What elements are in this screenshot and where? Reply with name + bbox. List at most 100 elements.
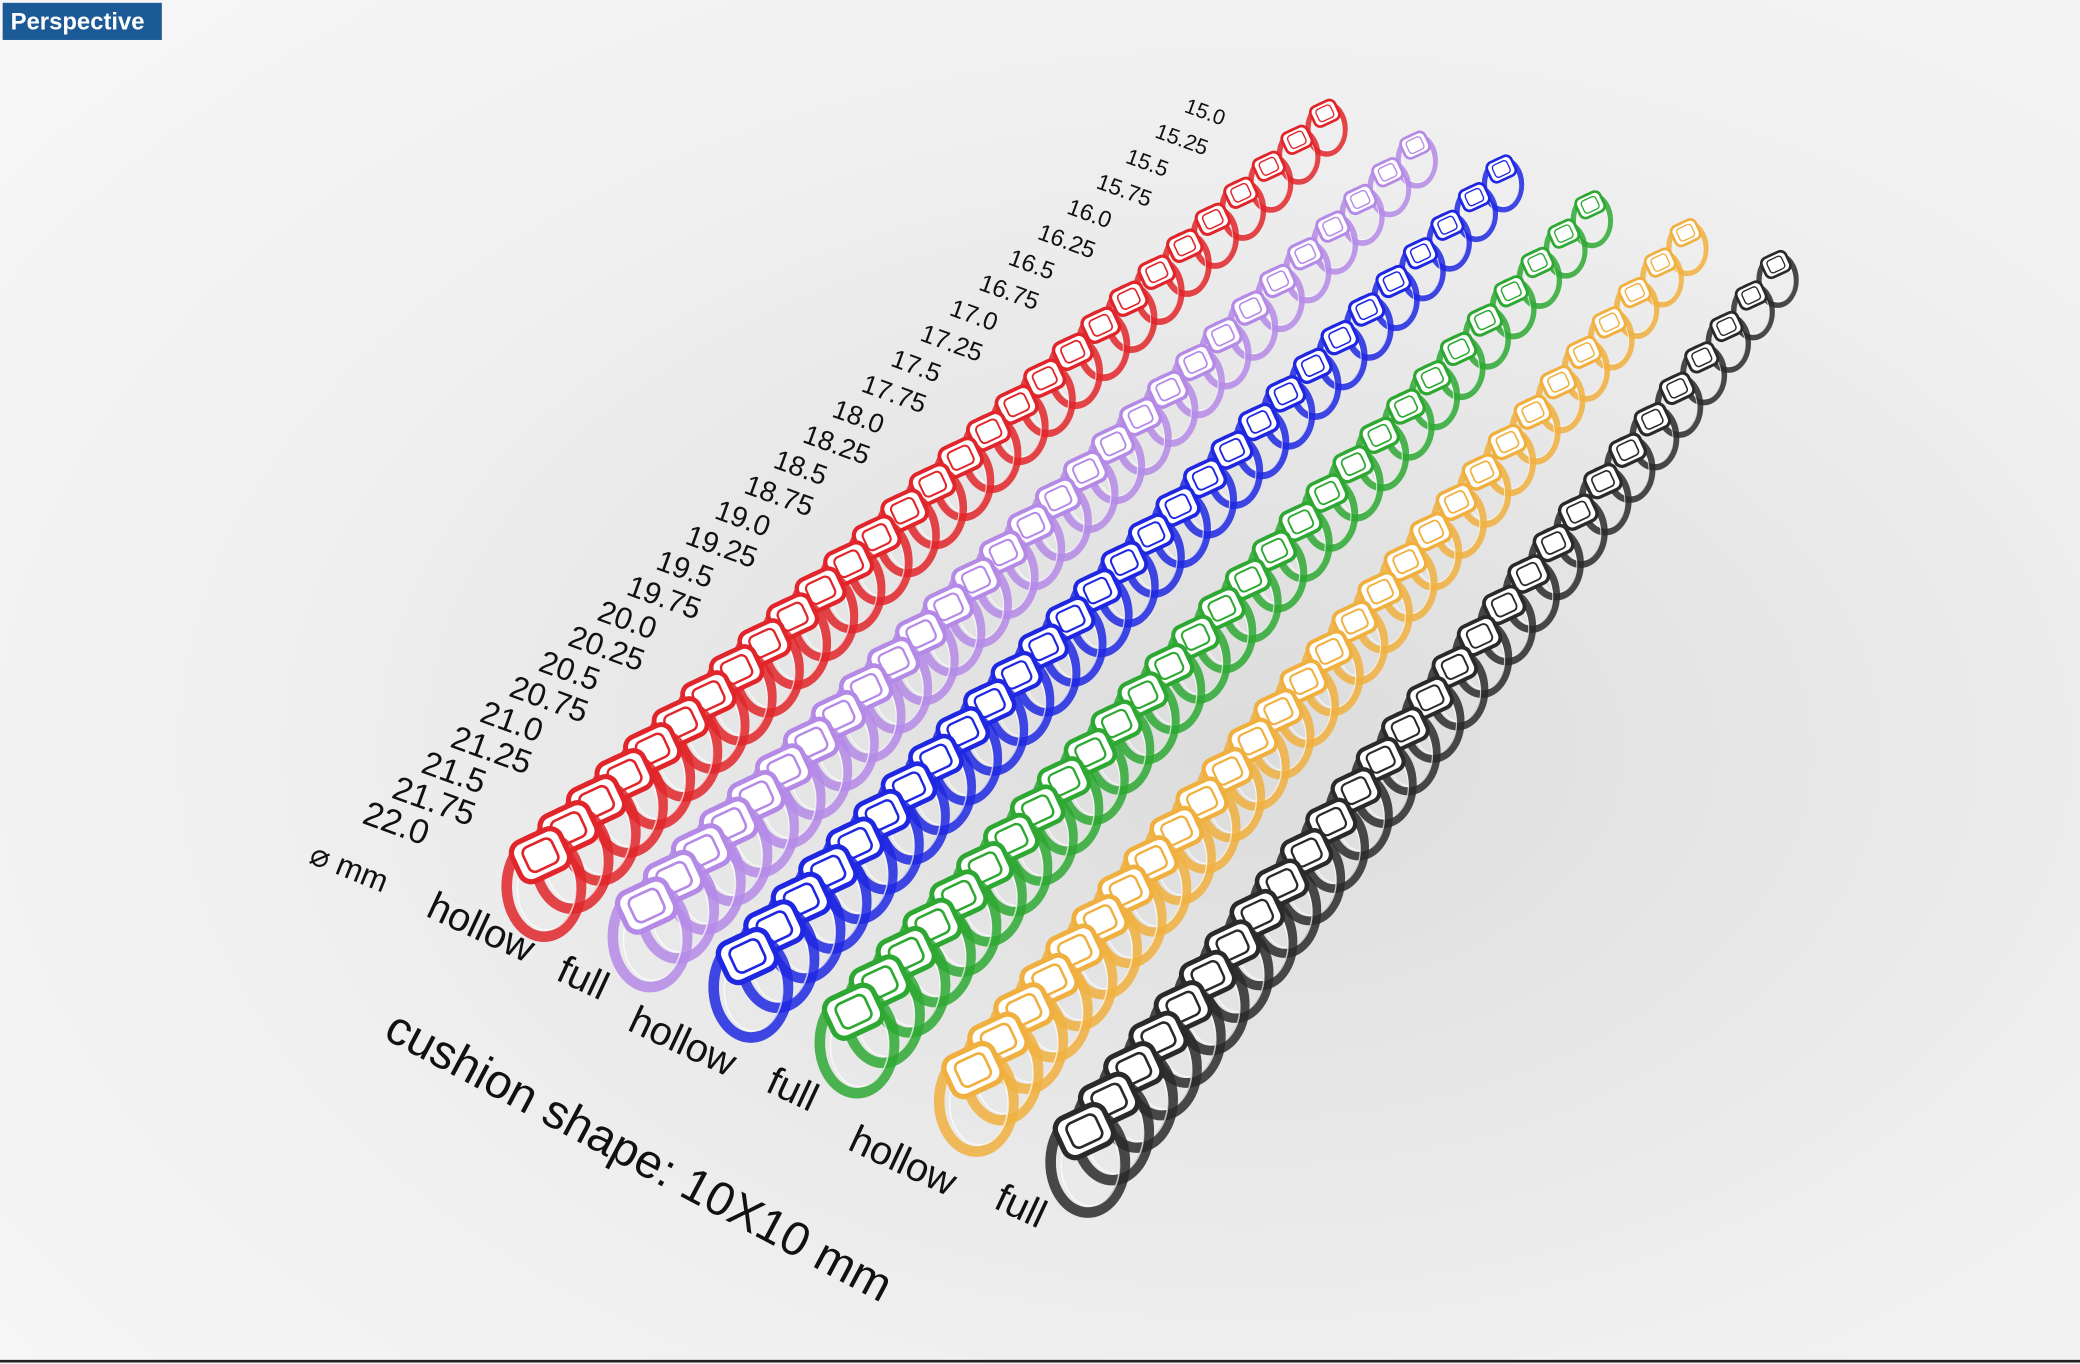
ring-stone xyxy=(1355,298,1378,321)
ring-stone xyxy=(1044,485,1073,512)
ring-stone xyxy=(1377,163,1398,182)
ring xyxy=(1666,218,1709,277)
ring-stone xyxy=(1183,350,1208,374)
ring-stone xyxy=(933,592,964,622)
ring-stone xyxy=(1641,408,1664,430)
ring-stone xyxy=(1287,509,1315,535)
ring-stone xyxy=(1263,697,1294,726)
ring-row xyxy=(708,154,1525,1043)
ring-stone xyxy=(1382,271,1405,292)
ring xyxy=(1371,264,1420,332)
ring-stone xyxy=(1405,136,1425,155)
ring-stone xyxy=(1527,252,1548,273)
ring xyxy=(814,982,900,1099)
ring-stone xyxy=(1491,160,1511,178)
ring-stone xyxy=(1260,537,1289,564)
ring-stone xyxy=(1624,282,1646,303)
viewport-tab[interactable] xyxy=(2,2,162,40)
ring-stone xyxy=(1000,660,1033,690)
ring-row xyxy=(814,190,1614,1099)
ring-stone xyxy=(946,444,975,471)
ring-stone xyxy=(1060,339,1086,364)
ring-stone xyxy=(1469,460,1495,484)
ring-stone xyxy=(1553,224,1574,243)
ring-stone xyxy=(1716,316,1737,337)
ring-stone xyxy=(1349,189,1371,210)
ring-stone xyxy=(1340,776,1372,806)
ring-stone xyxy=(1691,347,1713,368)
ring xyxy=(1756,249,1799,308)
ring xyxy=(708,926,794,1043)
ring-stone xyxy=(1741,286,1762,305)
ring-stone xyxy=(1314,637,1344,665)
ring-stone xyxy=(1409,243,1432,264)
ring-stone xyxy=(1099,431,1127,457)
ring-stone xyxy=(1266,270,1290,292)
ring-stone xyxy=(1154,651,1185,680)
ring-stone xyxy=(1137,521,1166,548)
ring-stone xyxy=(1365,745,1396,774)
ring-stone xyxy=(918,470,948,498)
ring-stone xyxy=(1495,430,1520,454)
ring-row xyxy=(933,218,1709,1157)
ring-stone xyxy=(1072,458,1100,484)
ring-stone xyxy=(1443,490,1470,514)
ring-stone xyxy=(1219,437,1246,463)
ring-stone xyxy=(1155,377,1181,402)
ring-stone xyxy=(1465,623,1494,649)
ring-stone xyxy=(1490,592,1518,618)
ring-stone xyxy=(1031,366,1058,391)
ring-stone xyxy=(521,837,560,874)
ring-stone xyxy=(1028,632,1060,662)
ring-stone xyxy=(1207,594,1237,622)
ring-stone xyxy=(1234,566,1263,593)
ring-stone xyxy=(1055,604,1086,633)
ring xyxy=(501,826,587,942)
ring-stone xyxy=(1273,382,1299,406)
ring xyxy=(1198,317,1252,390)
ring-stone xyxy=(1191,465,1219,491)
ring-stone xyxy=(1666,378,1689,399)
ring-stone xyxy=(833,549,865,579)
ring-stone xyxy=(1540,531,1567,555)
ring-stone xyxy=(1315,104,1335,123)
ring-grid xyxy=(501,98,1799,1218)
ring xyxy=(1045,1101,1131,1218)
ring-stone xyxy=(1437,215,1458,235)
ring-stone xyxy=(1366,578,1394,605)
ring-stone xyxy=(1185,785,1219,816)
ring-stone xyxy=(1100,708,1133,739)
ring-stone xyxy=(1180,623,1211,651)
ring-stone xyxy=(1230,182,1252,203)
ring-stone xyxy=(1289,667,1319,696)
ring xyxy=(1483,423,1537,497)
ring-row xyxy=(1045,249,1799,1218)
ring-stone xyxy=(953,1052,993,1088)
ring xyxy=(607,876,693,993)
ring-stone xyxy=(1591,469,1615,493)
ring-stone xyxy=(1418,519,1445,544)
ring-stone xyxy=(1580,195,1600,214)
ring xyxy=(1680,341,1728,406)
ring-stone xyxy=(1440,653,1469,680)
ring xyxy=(1395,130,1438,189)
ring-stone xyxy=(1211,756,1244,786)
ring-stone xyxy=(889,496,920,525)
ring-stone xyxy=(1515,561,1542,587)
ring-stone xyxy=(1676,223,1696,242)
ring-stone xyxy=(1265,868,1299,899)
ring-stone xyxy=(1246,410,1272,434)
ring-stone xyxy=(1290,837,1323,868)
ring-stone xyxy=(975,418,1003,445)
ring xyxy=(1587,306,1635,371)
ring-stone xyxy=(1003,392,1031,418)
ring-stone xyxy=(1116,287,1141,310)
ring-stone xyxy=(1088,313,1114,337)
ring-stone xyxy=(1238,297,1263,319)
ring-stone xyxy=(1210,324,1235,347)
viewport-title[interactable]: Perspective xyxy=(11,8,145,35)
ring xyxy=(1254,263,1305,333)
ring-stone xyxy=(1340,452,1367,477)
